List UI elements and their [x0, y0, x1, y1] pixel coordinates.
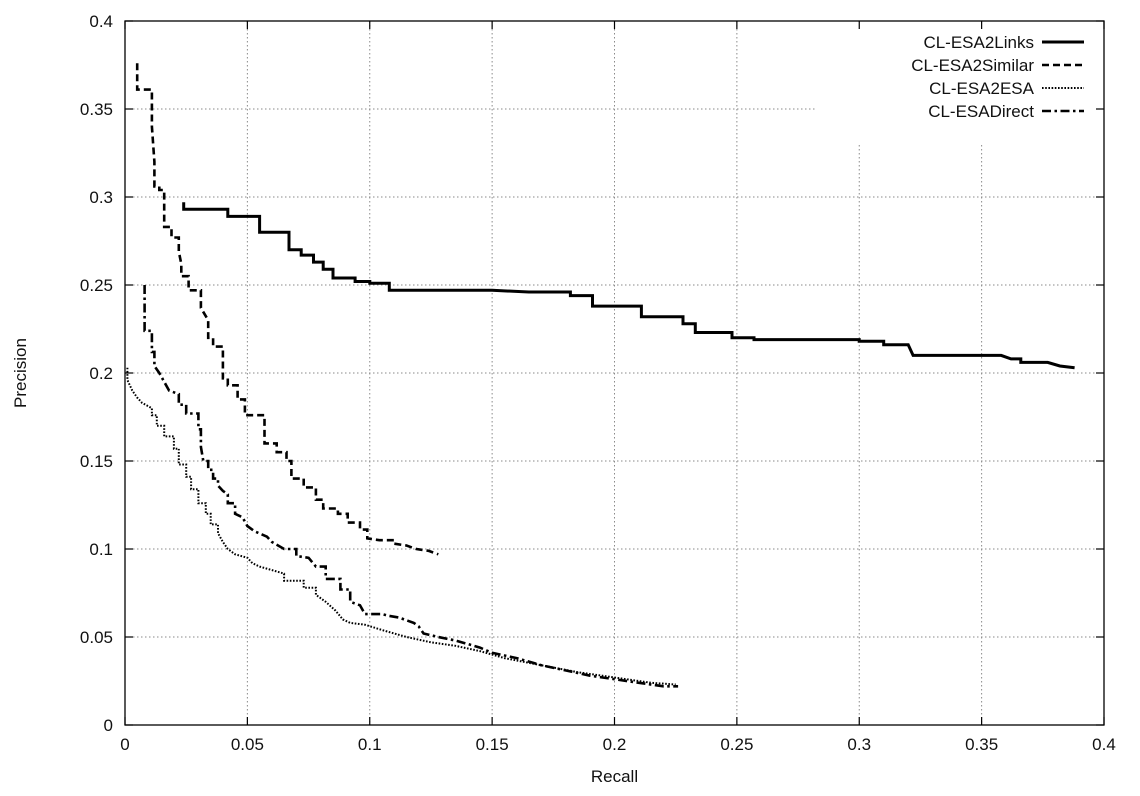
x-tick-label: 0.1 — [358, 735, 382, 754]
x-tick-label: 0 — [120, 735, 129, 754]
y-tick-label: 0.2 — [89, 364, 113, 383]
legend-label-cl-esa2esa: CL-ESA2ESA — [929, 79, 1035, 98]
x-tick-label: 0.4 — [1092, 735, 1116, 754]
y-axis-label: Precision — [11, 338, 30, 408]
x-tick-label: 0.15 — [476, 735, 509, 754]
y-tick-label: 0.25 — [80, 276, 113, 295]
y-tick-label: 0.1 — [89, 540, 113, 559]
tick-labels: 0 0.05 0.1 0.15 0.2 0.25 0.3 0.35 0.4 0 0.05 0.1 0.1… — [80, 12, 1116, 754]
series-line-cl-esa2links — [182, 202, 1075, 370]
x-tick-label: 0.35 — [965, 735, 998, 754]
y-tick-label: 0.05 — [80, 628, 113, 647]
x-tick-label: 0.25 — [720, 735, 753, 754]
y-tick-label: 0.4 — [89, 12, 113, 31]
series-line-cl-esa2similar — [135, 63, 439, 556]
y-tick-label: 0.15 — [80, 452, 113, 471]
legend-label-cl-esadirect: CL-ESADirect — [928, 102, 1034, 121]
legend: CL-ESA2Links CL-ESA2Similar CL-ESA2ESA CL-E… — [911, 33, 1084, 121]
axis-ticks — [124, 20, 1105, 726]
y-tick-label: 0.35 — [80, 100, 113, 119]
x-axis-label: Recall — [591, 767, 638, 786]
legend-label-cl-esa2similar: CL-ESA2Similar — [911, 56, 1034, 75]
grid-lines — [125, 21, 1104, 725]
series-line-cl-esadirect — [143, 285, 679, 688]
x-tick-label: 0.3 — [847, 735, 871, 754]
y-tick-label: 0 — [104, 716, 113, 735]
y-tick-label: 0.3 — [89, 188, 113, 207]
legend-label-cl-esa2links: CL-ESA2Links — [923, 33, 1034, 52]
x-tick-label: 0.05 — [231, 735, 264, 754]
series-line-cl-esa2esa — [126, 367, 676, 686]
series-lines — [126, 63, 1075, 688]
x-tick-label: 0.2 — [603, 735, 627, 754]
